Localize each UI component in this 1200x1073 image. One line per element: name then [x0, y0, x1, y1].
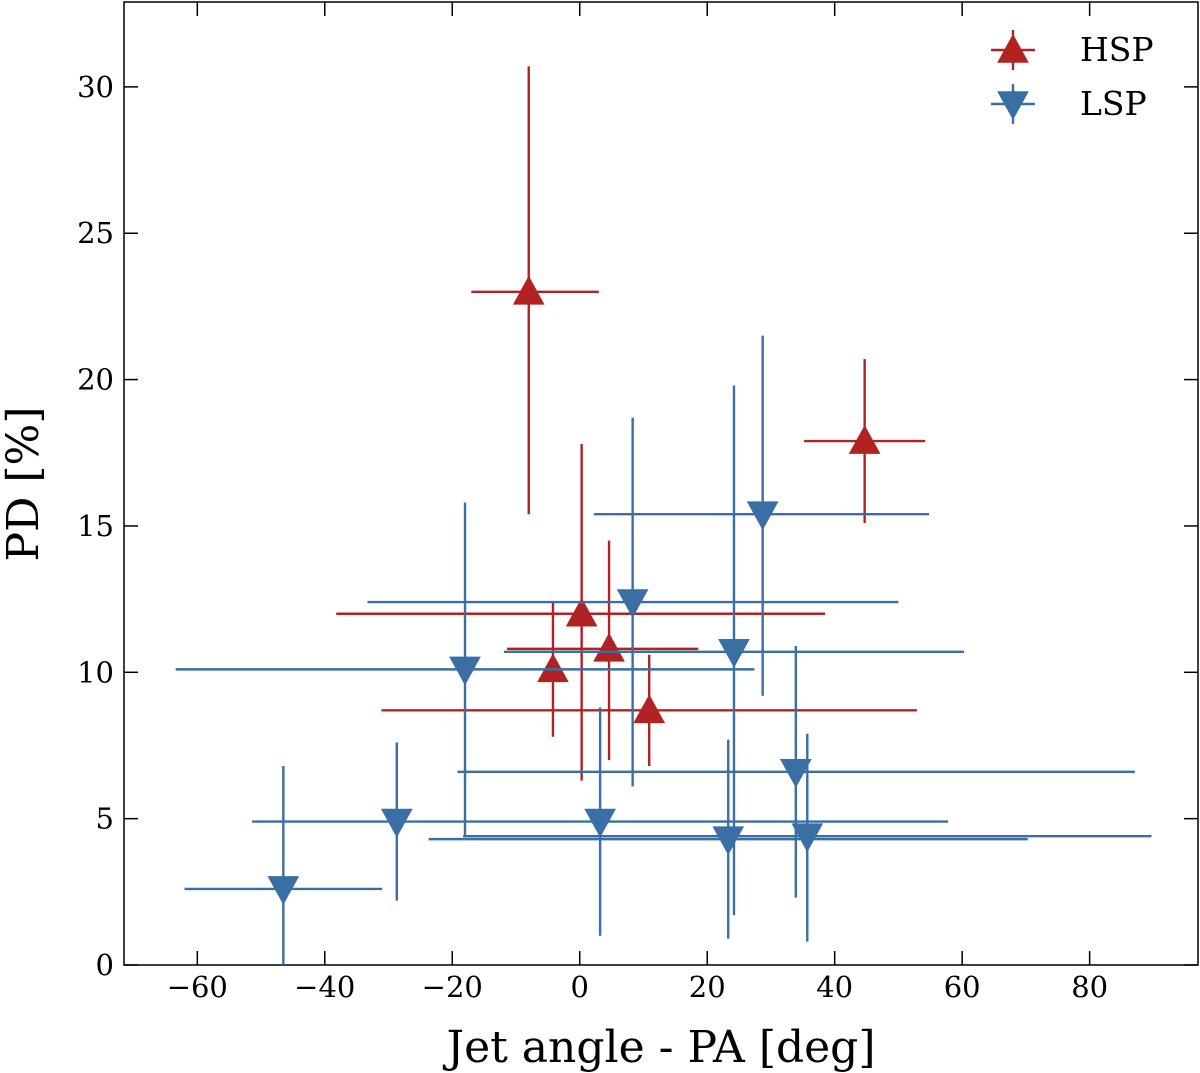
- x-axis: −60 −40 −20 0 20 40 60 80: [167, 2, 1108, 1004]
- point-marker: [746, 501, 779, 531]
- data-point: [184, 765, 383, 965]
- data-point: [336, 443, 826, 781]
- y-axis-label: PD [%]: [0, 406, 49, 561]
- point-marker: [512, 275, 545, 305]
- data-point: [367, 417, 899, 787]
- point-marker: [616, 589, 649, 619]
- point-marker: [633, 694, 666, 724]
- legend-label-lsp: LSP: [1080, 84, 1147, 123]
- x-tick-label: 20: [689, 970, 726, 1004]
- data-point: [457, 645, 1135, 898]
- data-point: [381, 654, 917, 766]
- series-hsp: [336, 66, 926, 781]
- point-marker: [718, 639, 750, 668]
- y-tick-label: 15: [77, 509, 114, 543]
- legend-marker-hsp: [991, 30, 1035, 70]
- x-tick-label: 60: [944, 970, 981, 1004]
- point-marker: [267, 876, 300, 905]
- y-tick-label: 5: [96, 802, 114, 836]
- x-tick-label: −40: [294, 970, 355, 1004]
- x-tick-label: 80: [1071, 970, 1108, 1004]
- point-marker: [537, 653, 569, 683]
- point-marker: [791, 823, 824, 853]
- point-marker: [584, 808, 616, 838]
- y-axis: 0 5 10 15 20 25 30: [77, 70, 1198, 982]
- legend-marker-shape: [997, 91, 1029, 121]
- point-marker: [712, 826, 745, 856]
- data-point: [593, 335, 930, 696]
- y-tick-label: 25: [77, 216, 114, 250]
- legend-label-hsp: HSP: [1080, 30, 1154, 69]
- legend-marker-shape: [997, 33, 1029, 63]
- point-marker: [449, 656, 481, 686]
- legend-item-hsp: HSP: [991, 30, 1154, 70]
- data-point: [804, 359, 926, 524]
- y-tick-label: 30: [77, 70, 114, 104]
- series-lsp: [175, 335, 1152, 965]
- legend-marker-lsp: [991, 84, 1035, 124]
- legend-item-lsp: LSP: [991, 84, 1147, 124]
- point-marker: [565, 597, 598, 627]
- data-point: [507, 540, 699, 761]
- x-tick-label: −60: [167, 970, 228, 1004]
- data-point: [463, 733, 1152, 942]
- x-axis-label: Jet angle - PA [deg]: [442, 1022, 875, 1073]
- plot-area: [123, 1, 1199, 966]
- data-series: [175, 66, 1152, 965]
- data-point: [175, 502, 755, 837]
- y-tick-label: 20: [77, 363, 114, 397]
- data-point: [471, 66, 599, 515]
- data-point: [428, 739, 1028, 939]
- point-marker: [593, 632, 625, 662]
- x-tick-label: 0: [571, 970, 589, 1004]
- y-tick-label: 10: [77, 655, 114, 689]
- point-marker: [848, 425, 881, 454]
- point-marker: [779, 759, 812, 788]
- x-tick-label: −20: [422, 970, 483, 1004]
- data-point: [584, 707, 616, 936]
- y-tick-label: 0: [96, 948, 114, 982]
- legend: HSP LSP: [991, 30, 1154, 124]
- point-marker: [380, 808, 413, 838]
- x-tick-label: 40: [816, 970, 853, 1004]
